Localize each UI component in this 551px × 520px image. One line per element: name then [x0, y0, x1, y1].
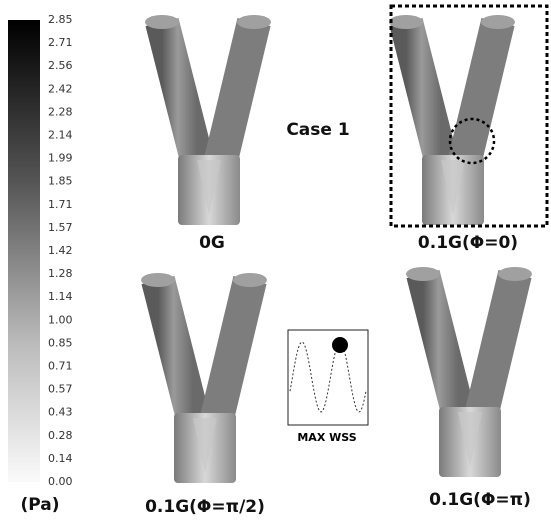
colorbar-label: 0.71 — [48, 360, 73, 373]
colorbar-label: 2.42 — [48, 82, 73, 95]
panel-label: 0G — [199, 233, 225, 253]
colorbar-label: 1.14 — [48, 290, 73, 303]
page: 2.85 2.71 2.56 2.42 2.28 2.14 1.99 1.85 1.71 1.57… — [0, 0, 551, 520]
panel-label: 0.1G(Φ=π/2) — [145, 497, 265, 517]
vessel — [406, 267, 532, 477]
vessel — [141, 273, 267, 483]
colorbar-label: 2.14 — [48, 129, 73, 142]
colorbar-label: 1.57 — [48, 221, 73, 234]
max-marker — [332, 337, 348, 353]
vessel — [389, 15, 515, 225]
colorbar-label: 2.28 — [48, 105, 73, 118]
colorbar-label: 1.85 — [48, 175, 73, 188]
colorbar-label: 0.43 — [48, 406, 73, 419]
colorbar-label: 1.71 — [48, 198, 73, 211]
case-label: Case 1 — [286, 120, 349, 140]
panel-label: 0.1G(Φ=π) — [429, 490, 531, 510]
colorbar-label: 0.14 — [48, 452, 73, 465]
colorbar-label: 0.57 — [48, 383, 73, 396]
figure: 2.85 2.71 2.56 2.42 2.28 2.14 1.99 1.85 1.71 1.57… — [0, 0, 551, 520]
inset-label: MAX WSS — [297, 431, 356, 444]
colorbar-label: 1.99 — [48, 152, 73, 165]
colorbar-label: 1.28 — [48, 267, 73, 280]
colorbar-label: 1.42 — [48, 244, 73, 257]
colorbar-label: 0.85 — [48, 336, 73, 349]
colorbar-label: 0.00 — [48, 475, 73, 488]
vessel — [145, 15, 271, 225]
colorbar-label: 2.71 — [48, 36, 73, 49]
colorbar — [8, 20, 40, 482]
panel-label: 0.1G(Φ=0) — [418, 233, 518, 253]
colorbar-label: 2.56 — [48, 59, 73, 72]
colorbar-label: 2.85 — [48, 13, 73, 26]
colorbar-label: 0.28 — [48, 429, 73, 442]
colorbar-label: 1.00 — [48, 313, 73, 326]
inset: MAX WSS — [288, 330, 368, 444]
colorbar-unit: (Pa) — [20, 495, 59, 515]
